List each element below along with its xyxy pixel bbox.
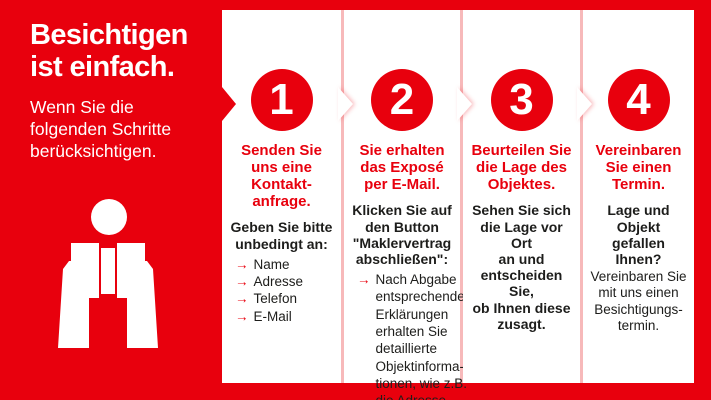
intro-subline: Wenn Sie die folgenden Schritte berücksi… [30, 97, 172, 162]
list-item-label: Name [253, 256, 290, 272]
arrow-bullet-icon: → [235, 291, 249, 307]
list-item: → Adresse [235, 273, 335, 290]
chevron-right-icon [457, 87, 472, 121]
step-subtitle: Sehen Sie sich die Lage vor Ort an und e… [472, 202, 571, 332]
list-item: → Telefon [235, 290, 335, 307]
list-item-label: Adresse [253, 274, 304, 290]
list-item: → Nach Abgabe entsprechender Erklärungen… [357, 271, 469, 400]
step-number-badge: 2 [371, 69, 433, 131]
bullet-list: → Nach Abgabe entsprechender Erklärungen… [350, 271, 469, 400]
list-item: → E-Mail [235, 308, 335, 325]
step-card-4: 4 Vereinbaren Sie einen Termin. Lage und… [583, 10, 694, 383]
list-item-label: Telefon [253, 291, 298, 307]
person-with-binoculars-icon [50, 196, 166, 357]
step-title: Senden Sie uns eine Kontakt- anfrage. [241, 142, 322, 211]
arrow-bullet-icon: → [235, 308, 249, 324]
arrow-bullet-icon: → [357, 272, 371, 288]
list-item-label: E-Mail [253, 308, 292, 324]
step-subtitle: Klicken Sie auf den Button "Maklervertra… [352, 202, 452, 267]
list-item-label: Nach Abgabe entsprechender Erklärungen e… [375, 272, 470, 400]
step-number-badge: 4 [607, 69, 670, 131]
list-item: → Name [235, 256, 335, 273]
step-title: Vereinbaren Sie einen Termin. [595, 142, 682, 194]
page-title: Besichtigen ist einfach. [30, 19, 188, 83]
step-subtitle: Lage und Objekt gefallen Ihnen? [607, 202, 670, 267]
step-number-badge: 1 [250, 69, 313, 131]
step-card-1: 1 Senden Sie uns eine Kontakt- anfrage. … [222, 10, 341, 383]
step-subtitle: Geben Sie bitte unbedingt an: [230, 219, 333, 252]
step-card-3: 3 Beurteilen Sie die Lage des Objektes. … [463, 10, 580, 383]
step-number-badge: 3 [490, 69, 553, 131]
chevron-right-icon [222, 87, 236, 121]
chevron-right-icon [338, 87, 353, 121]
steps-strip: 1 Senden Sie uns eine Kontakt- anfrage. … [222, 10, 694, 400]
intro-panel: Besichtigen ist einfach. Wenn Sie die fo… [0, 0, 222, 400]
step-title: Beurteilen Sie die Lage des Objektes. [471, 142, 572, 194]
chevron-right-icon [577, 87, 592, 121]
step-title: Sie erhalten das Exposé per E-Mail. [359, 142, 445, 194]
bullet-list: → Name → Adresse → Telefon → E-Mail [228, 256, 335, 325]
step-body-text: Vereinbaren Sie mit uns einen Besichtigu… [590, 269, 687, 333]
arrow-bullet-icon: → [235, 274, 249, 290]
arrow-bullet-icon: → [235, 256, 249, 272]
step-card-2: 2 Sie erhalten das Exposé per E-Mail. Kl… [344, 10, 469, 400]
